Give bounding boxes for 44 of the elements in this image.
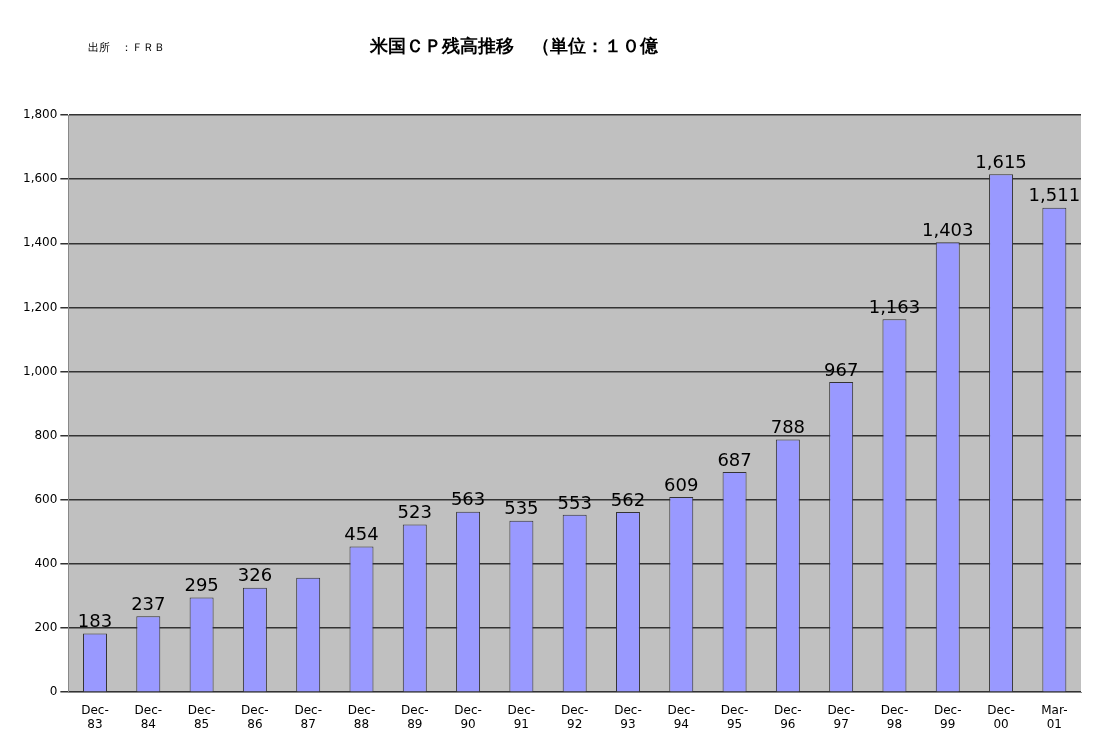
x-tick-label: Dec-96 xyxy=(774,702,802,731)
data-label: 523 xyxy=(397,501,432,523)
y-tick-label: 1,800 xyxy=(22,107,58,122)
y-tick-label: 1,000 xyxy=(22,363,58,378)
x-tick-label: Dec-84 xyxy=(134,702,163,731)
y-tick-label: 600 xyxy=(34,491,58,506)
x-tick-label: Dec-85 xyxy=(187,702,216,731)
chart-title: 米国ＣＰ残高推移 （単位：１０億 xyxy=(370,34,658,58)
data-label: 687 xyxy=(717,448,752,470)
y-tick-label: 400 xyxy=(34,556,58,571)
y-tick-label: 0 xyxy=(49,684,58,699)
x-tick-label: Dec-88 xyxy=(347,702,376,731)
x-tick-label: Dec-90 xyxy=(454,702,482,731)
data-label: 1,615 xyxy=(975,151,1027,172)
x-tick-label: Dec-99 xyxy=(933,702,962,731)
data-label: 183 xyxy=(77,610,113,632)
x-tick-label: Dec-94 xyxy=(667,702,696,731)
data-label: 535 xyxy=(504,497,539,519)
y-tick-label: 1,600 xyxy=(22,171,58,186)
x-tick-label: Dec-93 xyxy=(614,702,642,731)
data-label: 1,403 xyxy=(921,218,974,240)
data-label: 609 xyxy=(664,473,699,495)
y-tick-label: 1,200 xyxy=(22,299,58,314)
data-label: 295 xyxy=(184,574,219,596)
y-tick-label: 800 xyxy=(34,427,58,442)
data-label: 1,511 xyxy=(1028,184,1081,206)
x-tick-label: Mar-01 xyxy=(1041,702,1068,731)
x-tick-label: Dec-91 xyxy=(507,702,536,731)
y-tick-label: 1,400 xyxy=(22,235,58,250)
x-tick-label: Dec-98 xyxy=(880,702,909,731)
x-tick-label: Dec-83 xyxy=(81,702,109,731)
x-tick-label: Dec-87 xyxy=(294,702,322,731)
text: 出所 ：ＦＲＢ xyxy=(88,40,165,55)
data-label: 326 xyxy=(237,564,273,586)
data-label: 237 xyxy=(131,592,166,614)
x-tick-label: Dec-97 xyxy=(827,702,855,731)
data-label: 788 xyxy=(770,416,806,438)
x-tick-label: Dec-89 xyxy=(401,702,429,731)
data-label: 454 xyxy=(344,523,379,545)
x-tick-label: Dec-92 xyxy=(560,702,589,731)
y-tick-label: 200 xyxy=(34,620,58,635)
x-tick-label: Dec-95 xyxy=(720,702,749,731)
x-tick-label: Dec-86 xyxy=(241,702,269,731)
x-tick-label: Dec-00 xyxy=(987,702,1015,731)
